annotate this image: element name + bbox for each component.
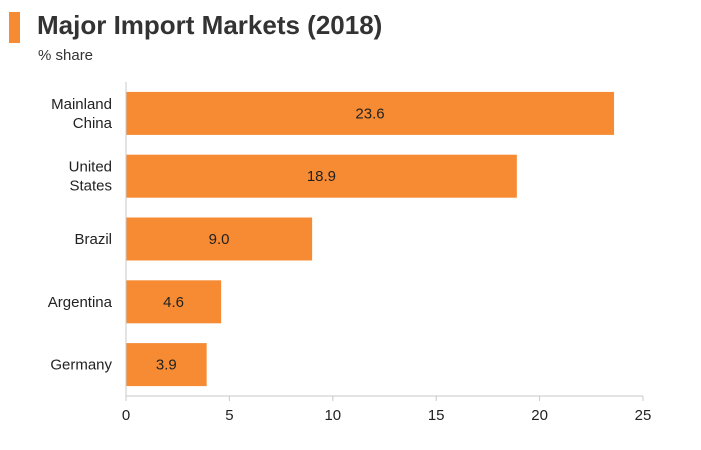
category-label: United States: [69, 159, 112, 195]
chart-title: Major Import Markets (2018): [37, 10, 383, 40]
category-label-line: United: [69, 159, 112, 176]
chart-subtitle: % share: [38, 47, 94, 64]
category-label-line: States: [69, 178, 112, 195]
category-label-line: Argentina: [48, 294, 113, 311]
data-label: 23.6: [355, 105, 384, 122]
data-label: 4.6: [163, 294, 184, 311]
data-label: 18.9: [307, 168, 336, 185]
data-label: 9.0: [209, 231, 230, 248]
category-label: Argentina: [48, 294, 113, 311]
x-tick-label: 0: [122, 407, 130, 424]
data-label: 3.9: [156, 357, 177, 374]
x-tick-label: 20: [531, 407, 548, 424]
bar: [126, 280, 222, 324]
category-label-line: Germany: [50, 357, 112, 374]
bar: [126, 217, 313, 261]
category-label-line: Brazil: [74, 231, 112, 248]
category-label-line: Mainland: [51, 96, 112, 113]
x-tick-label: 15: [428, 407, 445, 424]
category-label: Germany: [50, 357, 112, 374]
category-label-line: China: [73, 115, 113, 132]
x-tick-label: 25: [635, 407, 652, 424]
x-tick-label: 10: [324, 407, 341, 424]
bar: [126, 91, 615, 135]
bar: [126, 154, 517, 198]
category-label: Brazil: [74, 231, 112, 248]
title-accent-bar: [9, 12, 20, 43]
x-tick-label: 5: [225, 407, 233, 424]
category-label: Mainland China: [51, 96, 113, 132]
bar: [126, 343, 207, 387]
